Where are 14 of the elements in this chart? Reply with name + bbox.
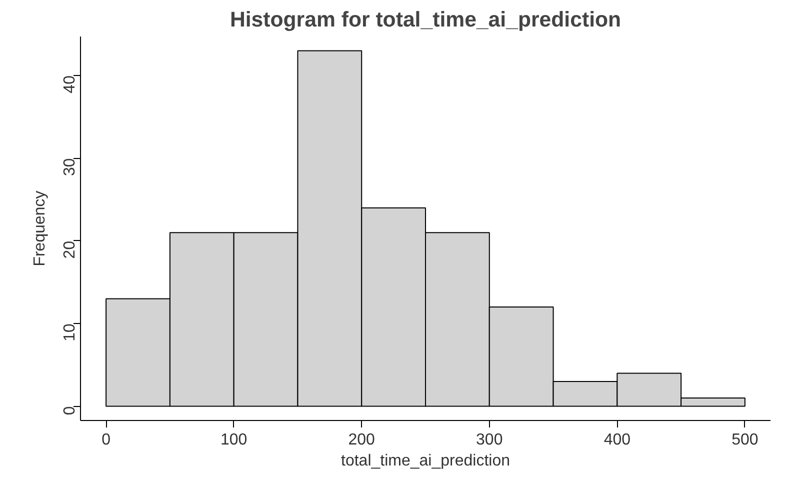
y-axis-title: Frequency [32,190,48,266]
x-tick-label: 0 [102,432,111,448]
chart-title: Histogram for total_time_ai_prediction [230,8,622,32]
x-tick-label: 200 [348,432,376,448]
x-tick-label: 500 [732,432,758,448]
x-tick-label: 400 [604,432,631,448]
y-tick-label: 0 [62,406,78,416]
x-tick-label: 100 [220,432,248,448]
y-tick-label: 30 [62,158,78,176]
y-tick-label: 40 [62,75,78,94]
x-axis-title: total_time_ai_prediction [341,452,510,470]
y-tick-label: 20 [62,240,78,259]
y-tick-label: 10 [62,323,78,342]
x-tick-label: 300 [476,432,503,448]
